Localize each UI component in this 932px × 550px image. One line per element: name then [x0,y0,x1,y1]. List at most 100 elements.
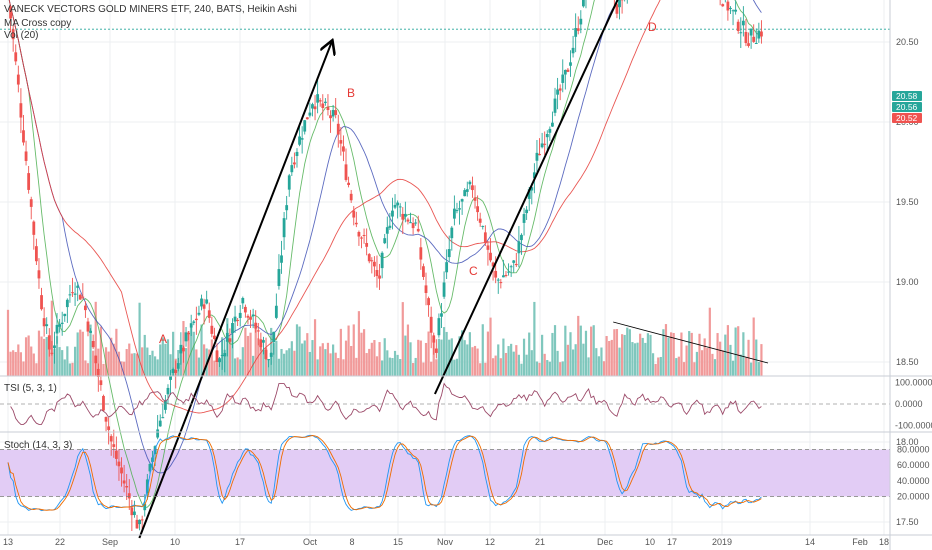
volume-bar [86,363,90,376]
volume-bar [233,358,237,376]
stoch-label[interactable]: Stoch (14, 3, 3) [4,440,73,451]
candle-body [166,387,170,395]
candle-body [58,324,62,327]
stoch-lines [0,434,890,512]
volume-bar [693,362,696,376]
tsi-tick-label: 0.0000 [895,399,923,409]
candle-body [94,355,98,364]
candle-body [502,275,505,278]
volume-bar [401,302,404,376]
volume-bar [117,351,121,376]
volume-bar [605,336,608,376]
volume-bar [677,356,680,376]
time-tick-label: Nov [437,537,454,547]
candle-body [246,315,250,318]
volume-bar [584,330,588,376]
volume-bar [391,358,394,376]
volume-bar [236,357,239,376]
candle-body [65,299,69,308]
volume-bar [597,356,600,376]
volume-bar [706,348,709,376]
candle-body [298,136,301,145]
volume-bar [55,336,59,376]
candle-body [522,214,526,223]
volume-bar [623,334,626,376]
candle-body [228,338,232,342]
candle-body [465,189,469,192]
volume-bar [646,333,650,376]
candle-body [558,88,562,91]
volume-bar [298,326,301,376]
candle-body [460,199,464,202]
candle-body [517,241,521,254]
candle-body [104,417,108,422]
candle-body [215,350,219,362]
volume-bar [138,302,141,376]
tsi-label[interactable]: TSI (5, 3, 1) [4,383,57,394]
candle-body [365,242,369,247]
candle-body [274,305,278,318]
candle-body [424,285,428,294]
candle-body [81,296,85,298]
candle-body [739,32,743,34]
candle-body [452,208,456,219]
candle-body [396,202,400,206]
volume-bar [373,340,376,376]
volume-bar [63,359,66,376]
candle-body [329,115,332,119]
stoch-tick-label: 40.0000 [897,476,930,486]
candle-body [300,138,304,140]
candle-body [316,94,320,103]
volume-bar [752,317,755,376]
candle-body [321,103,325,108]
volume-bar [202,344,206,376]
volume-bar [360,332,363,376]
volume-bar [282,353,286,376]
candle-body [262,340,265,343]
volume-indicator-label[interactable]: Vol (20) [4,30,39,41]
volume-bar [512,351,515,376]
volume-bar [406,324,410,376]
ma-fast-line [8,0,762,509]
volume-bar [239,359,242,376]
volume-bar [414,357,417,376]
candle-body [32,221,36,235]
candle-body [55,324,59,334]
candle-body [169,376,172,380]
volume-bar [19,352,23,376]
candle-body [207,310,211,318]
volume-bar [148,354,152,376]
volume-bar [293,350,296,376]
volume-bar [657,357,660,376]
volume-bar [525,354,528,376]
volume-bar [146,347,149,376]
annotation-a: A [159,332,167,346]
candle-body [757,30,761,39]
volume-bar [551,332,554,376]
candle-body [202,304,206,309]
volume-bar [739,354,742,376]
ma-mid-line [8,0,762,474]
price-tick-label: 18.00 [896,437,919,447]
candle-body [272,331,276,343]
volume-bar [479,363,482,376]
volume-bar [445,331,448,376]
candle-body [163,400,167,410]
volume-bar [151,350,154,376]
ma-indicator-label[interactable]: MA Cross copy [4,18,72,29]
volume-bar [440,339,443,376]
volume-bar [662,329,665,376]
candle-body [112,444,116,447]
volume-bars [6,300,763,376]
candle-body [468,181,472,185]
volume-bar [628,329,631,376]
volume-bar [564,325,567,376]
volume-bar [419,340,422,376]
candle-body [409,222,412,224]
volume-bar [613,329,616,376]
volume-bar [61,350,64,376]
trend-lines[interactable] [138,0,769,539]
candle-body [543,143,547,145]
candle-body [741,20,745,26]
